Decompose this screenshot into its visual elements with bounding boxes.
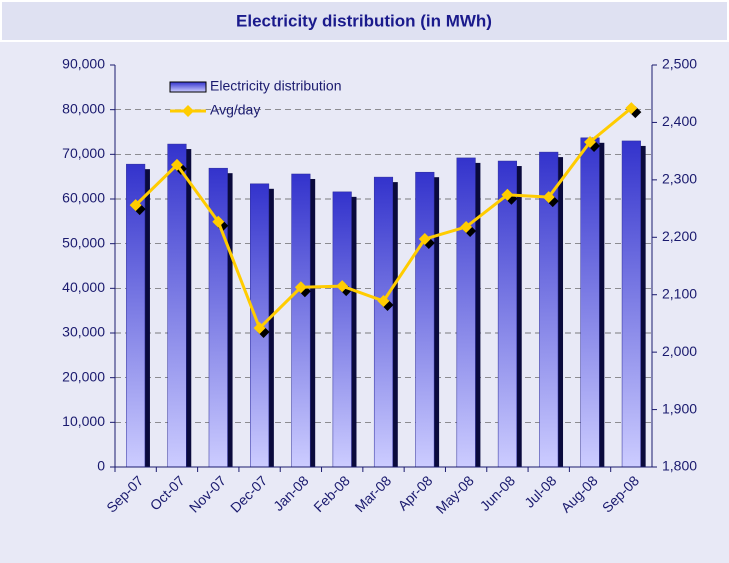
legend-marker [182,105,194,117]
y-tick-label: 20,000 [62,368,105,384]
y-tick-label: 60,000 [62,190,105,206]
bar [332,191,352,468]
legend-label: Avg/day [210,102,260,118]
y2-tick-label: 1,900 [662,400,697,416]
chart-title: Electricity distribution (in MWh) [236,11,492,30]
y2-tick-label: 2,000 [662,343,697,359]
y-tick-label: 90,000 [62,56,105,72]
y-tick-label: 70,000 [62,145,105,161]
y2-tick-label: 2,100 [662,285,697,301]
line-marker [377,295,390,308]
bar [621,140,641,468]
title-band [0,0,729,42]
bar [415,171,435,468]
line-marker [584,135,597,148]
line-marker [212,215,225,228]
y2-tick-label: 2,200 [662,228,697,244]
y2-tick-label: 2,500 [662,56,697,72]
bar [456,157,476,468]
bar [580,137,600,468]
line-marker [294,281,307,294]
y2-tick-label: 2,300 [662,171,697,187]
y-tick-label: 80,000 [62,100,105,116]
legend-swatch [169,81,207,93]
line-marker [129,199,142,212]
line-marker [625,102,638,115]
y-tick-label: 50,000 [62,234,105,250]
line-marker [418,233,431,246]
y-tick-label: 10,000 [62,413,105,429]
y2-tick-label: 2,400 [662,113,697,129]
y-tick-label: 30,000 [62,324,105,340]
line-marker [460,220,473,233]
line-marker [170,158,183,171]
bar [291,173,311,468]
bar [373,176,394,468]
legend-label: Electricity distribution [210,78,342,94]
line-marker [253,322,266,335]
y2-tick-label: 1,800 [662,458,697,474]
y-tick-label: 0 [97,458,105,474]
line-marker [501,188,514,201]
bar [497,160,517,468]
y-tick-label: 40,000 [62,279,105,295]
line-marker [542,191,555,204]
bar [167,143,187,468]
line-marker [336,280,349,293]
